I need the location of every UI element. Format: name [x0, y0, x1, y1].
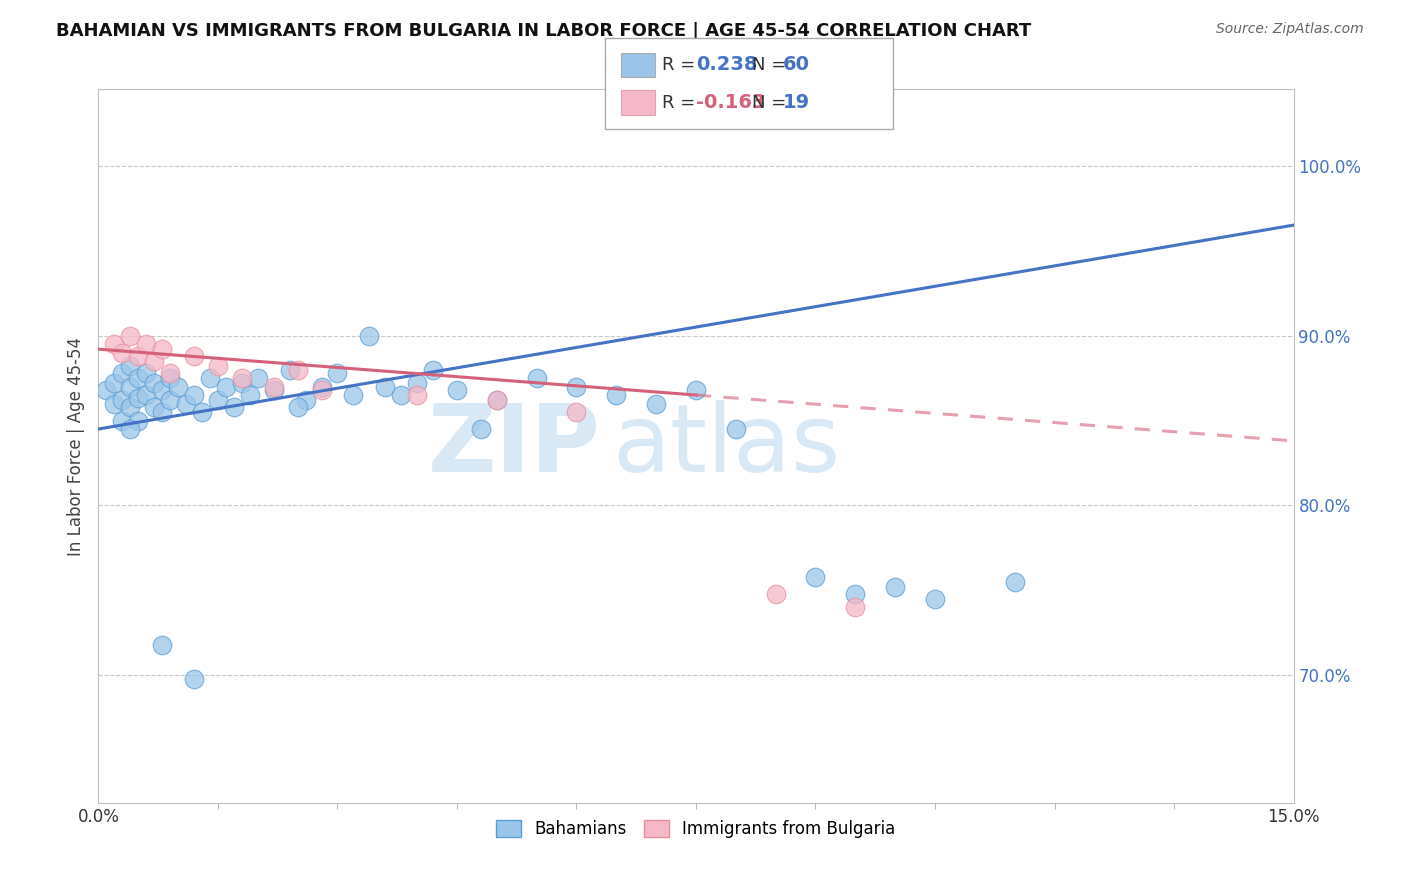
- Point: [406, 388, 429, 402]
- Point: [183, 672, 205, 686]
- Y-axis label: In Labor Force | Age 45-54: In Labor Force | Age 45-54: [66, 336, 84, 556]
- Point: [294, 393, 316, 408]
- Point: [150, 405, 173, 419]
- Point: [844, 600, 866, 615]
- Point: [311, 383, 333, 397]
- Point: [150, 638, 173, 652]
- Point: [422, 362, 444, 376]
- Point: [103, 376, 125, 391]
- Point: [287, 362, 309, 376]
- Point: [207, 359, 229, 373]
- Point: [143, 354, 166, 368]
- Point: [111, 345, 134, 359]
- Point: [183, 388, 205, 402]
- Text: N =: N =: [752, 56, 792, 74]
- Text: R =: R =: [662, 94, 702, 112]
- Point: [127, 349, 149, 363]
- Point: [120, 359, 142, 373]
- Point: [246, 371, 269, 385]
- Text: R =: R =: [662, 56, 702, 74]
- Point: [485, 393, 508, 408]
- Legend: Bahamians, Immigrants from Bulgaria: Bahamians, Immigrants from Bulgaria: [489, 813, 903, 845]
- Text: 60: 60: [783, 55, 810, 74]
- Point: [485, 393, 508, 408]
- Point: [120, 400, 142, 414]
- Point: [207, 393, 229, 408]
- Point: [183, 349, 205, 363]
- Point: [159, 371, 181, 385]
- Point: [120, 422, 142, 436]
- Point: [127, 371, 149, 385]
- Point: [765, 587, 787, 601]
- Point: [198, 371, 221, 385]
- Point: [167, 379, 190, 393]
- Point: [111, 393, 134, 408]
- Point: [231, 376, 253, 391]
- Point: [685, 383, 707, 397]
- Point: [844, 587, 866, 601]
- Point: [222, 400, 245, 414]
- Point: [111, 366, 134, 380]
- Point: [143, 376, 166, 391]
- Point: [804, 570, 827, 584]
- Point: [526, 371, 548, 385]
- Point: [374, 379, 396, 393]
- Text: 0.238: 0.238: [696, 55, 758, 74]
- Point: [263, 383, 285, 397]
- Point: [1004, 574, 1026, 589]
- Point: [143, 400, 166, 414]
- Text: 19: 19: [783, 94, 810, 112]
- Point: [159, 366, 181, 380]
- Point: [135, 337, 157, 351]
- Point: [231, 371, 253, 385]
- Text: N =: N =: [752, 94, 792, 112]
- Point: [446, 383, 468, 397]
- Text: ZIP: ZIP: [427, 400, 600, 492]
- Point: [884, 580, 907, 594]
- Point: [724, 422, 747, 436]
- Point: [287, 400, 309, 414]
- Point: [342, 388, 364, 402]
- Point: [120, 379, 142, 393]
- Point: [174, 396, 197, 410]
- Point: [150, 342, 173, 356]
- Point: [96, 383, 118, 397]
- Point: [565, 405, 588, 419]
- Point: [239, 388, 262, 402]
- Point: [645, 396, 668, 410]
- Point: [135, 366, 157, 380]
- Point: [135, 388, 157, 402]
- Point: [150, 383, 173, 397]
- Point: [263, 379, 285, 393]
- Point: [103, 337, 125, 351]
- Text: -0.163: -0.163: [696, 94, 765, 112]
- Text: BAHAMIAN VS IMMIGRANTS FROM BULGARIA IN LABOR FORCE | AGE 45-54 CORRELATION CHAR: BAHAMIAN VS IMMIGRANTS FROM BULGARIA IN …: [56, 22, 1032, 40]
- Point: [406, 376, 429, 391]
- Point: [103, 396, 125, 410]
- Point: [359, 328, 381, 343]
- Text: atlas: atlas: [613, 400, 841, 492]
- Text: Source: ZipAtlas.com: Source: ZipAtlas.com: [1216, 22, 1364, 37]
- Point: [127, 392, 149, 406]
- Point: [565, 379, 588, 393]
- Point: [120, 328, 142, 343]
- Point: [605, 388, 627, 402]
- Point: [215, 379, 238, 393]
- Point: [924, 591, 946, 606]
- Point: [191, 405, 214, 419]
- Point: [278, 362, 301, 376]
- Point: [159, 393, 181, 408]
- Point: [470, 422, 492, 436]
- Point: [389, 388, 412, 402]
- Point: [326, 366, 349, 380]
- Point: [111, 413, 134, 427]
- Point: [127, 413, 149, 427]
- Point: [311, 379, 333, 393]
